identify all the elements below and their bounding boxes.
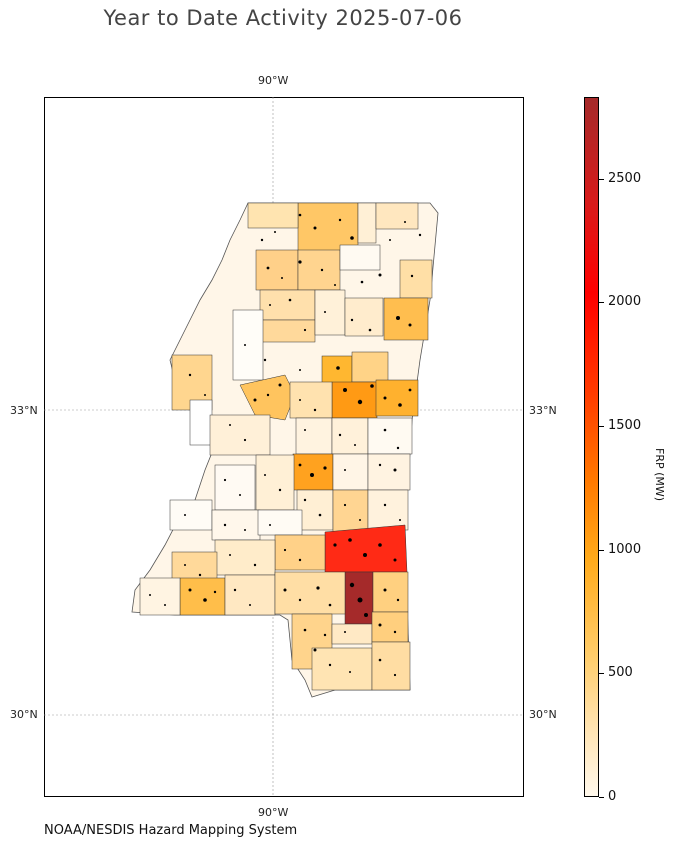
county xyxy=(332,453,369,491)
colorbar xyxy=(584,97,599,797)
colorbar-tick xyxy=(599,426,604,427)
county xyxy=(314,289,346,336)
county xyxy=(274,571,346,615)
colorbar-tick-label: 500 xyxy=(608,665,633,680)
county xyxy=(296,489,334,531)
county xyxy=(171,551,218,581)
county xyxy=(372,571,409,613)
county xyxy=(209,414,271,456)
county xyxy=(214,539,276,576)
county xyxy=(331,623,373,645)
county xyxy=(331,381,378,419)
county xyxy=(169,499,213,531)
county xyxy=(257,509,303,536)
county xyxy=(289,381,333,419)
county xyxy=(399,259,433,299)
county xyxy=(375,379,419,417)
county xyxy=(339,244,381,271)
lon-label-top: 90°W xyxy=(258,74,289,87)
county xyxy=(375,202,419,230)
colorbar-tick-label: 2000 xyxy=(608,294,642,309)
colorbar-tick-label: 2500 xyxy=(608,171,642,186)
colorbar-tick-label: 1000 xyxy=(608,542,642,557)
county xyxy=(232,309,264,381)
county xyxy=(367,489,409,531)
county xyxy=(357,202,377,244)
colorbar-tick xyxy=(599,673,604,674)
footer-credit: NOAA/NESDIS Hazard Mapping System xyxy=(44,823,298,838)
county xyxy=(255,249,299,291)
county xyxy=(297,249,341,291)
colorbar-tick xyxy=(599,797,604,798)
county xyxy=(344,297,384,337)
county xyxy=(292,453,334,491)
county xyxy=(179,577,226,616)
county xyxy=(274,534,326,571)
county xyxy=(383,297,429,341)
county xyxy=(371,611,409,643)
lat-label-right-lower: 30°N xyxy=(529,708,557,721)
county xyxy=(139,577,181,616)
colorbar-tick-label: 1500 xyxy=(608,418,642,433)
colorbar-tick xyxy=(599,302,604,303)
lat-label-right-upper: 33°N xyxy=(529,404,557,417)
county xyxy=(371,641,411,691)
county xyxy=(332,489,369,533)
county xyxy=(295,417,333,455)
county xyxy=(311,647,373,691)
county xyxy=(321,355,353,387)
county xyxy=(259,289,316,321)
colorbar-tick-label: 0 xyxy=(608,789,617,804)
county xyxy=(211,509,261,541)
colorbar-tick xyxy=(599,179,604,180)
lat-label-left-lower: 30°N xyxy=(10,708,38,721)
chart-title: Year to Date Activity 2025-07-06 xyxy=(103,6,463,30)
lon-label-bottom: 90°W xyxy=(258,806,289,819)
county xyxy=(224,574,276,616)
county xyxy=(214,464,256,511)
colorbar-tick xyxy=(599,550,604,551)
county xyxy=(324,524,408,573)
county xyxy=(247,202,299,229)
county xyxy=(255,454,295,511)
county xyxy=(331,417,369,455)
county xyxy=(351,351,389,383)
colorbar-title: FRP (MW) xyxy=(653,448,666,502)
county xyxy=(189,399,213,446)
county xyxy=(297,202,359,252)
county-layer xyxy=(139,202,433,691)
county xyxy=(259,319,316,343)
county xyxy=(367,417,413,455)
lat-label-left-upper: 33°N xyxy=(10,404,38,417)
fire-detections-layer xyxy=(149,213,422,677)
county xyxy=(367,453,411,491)
